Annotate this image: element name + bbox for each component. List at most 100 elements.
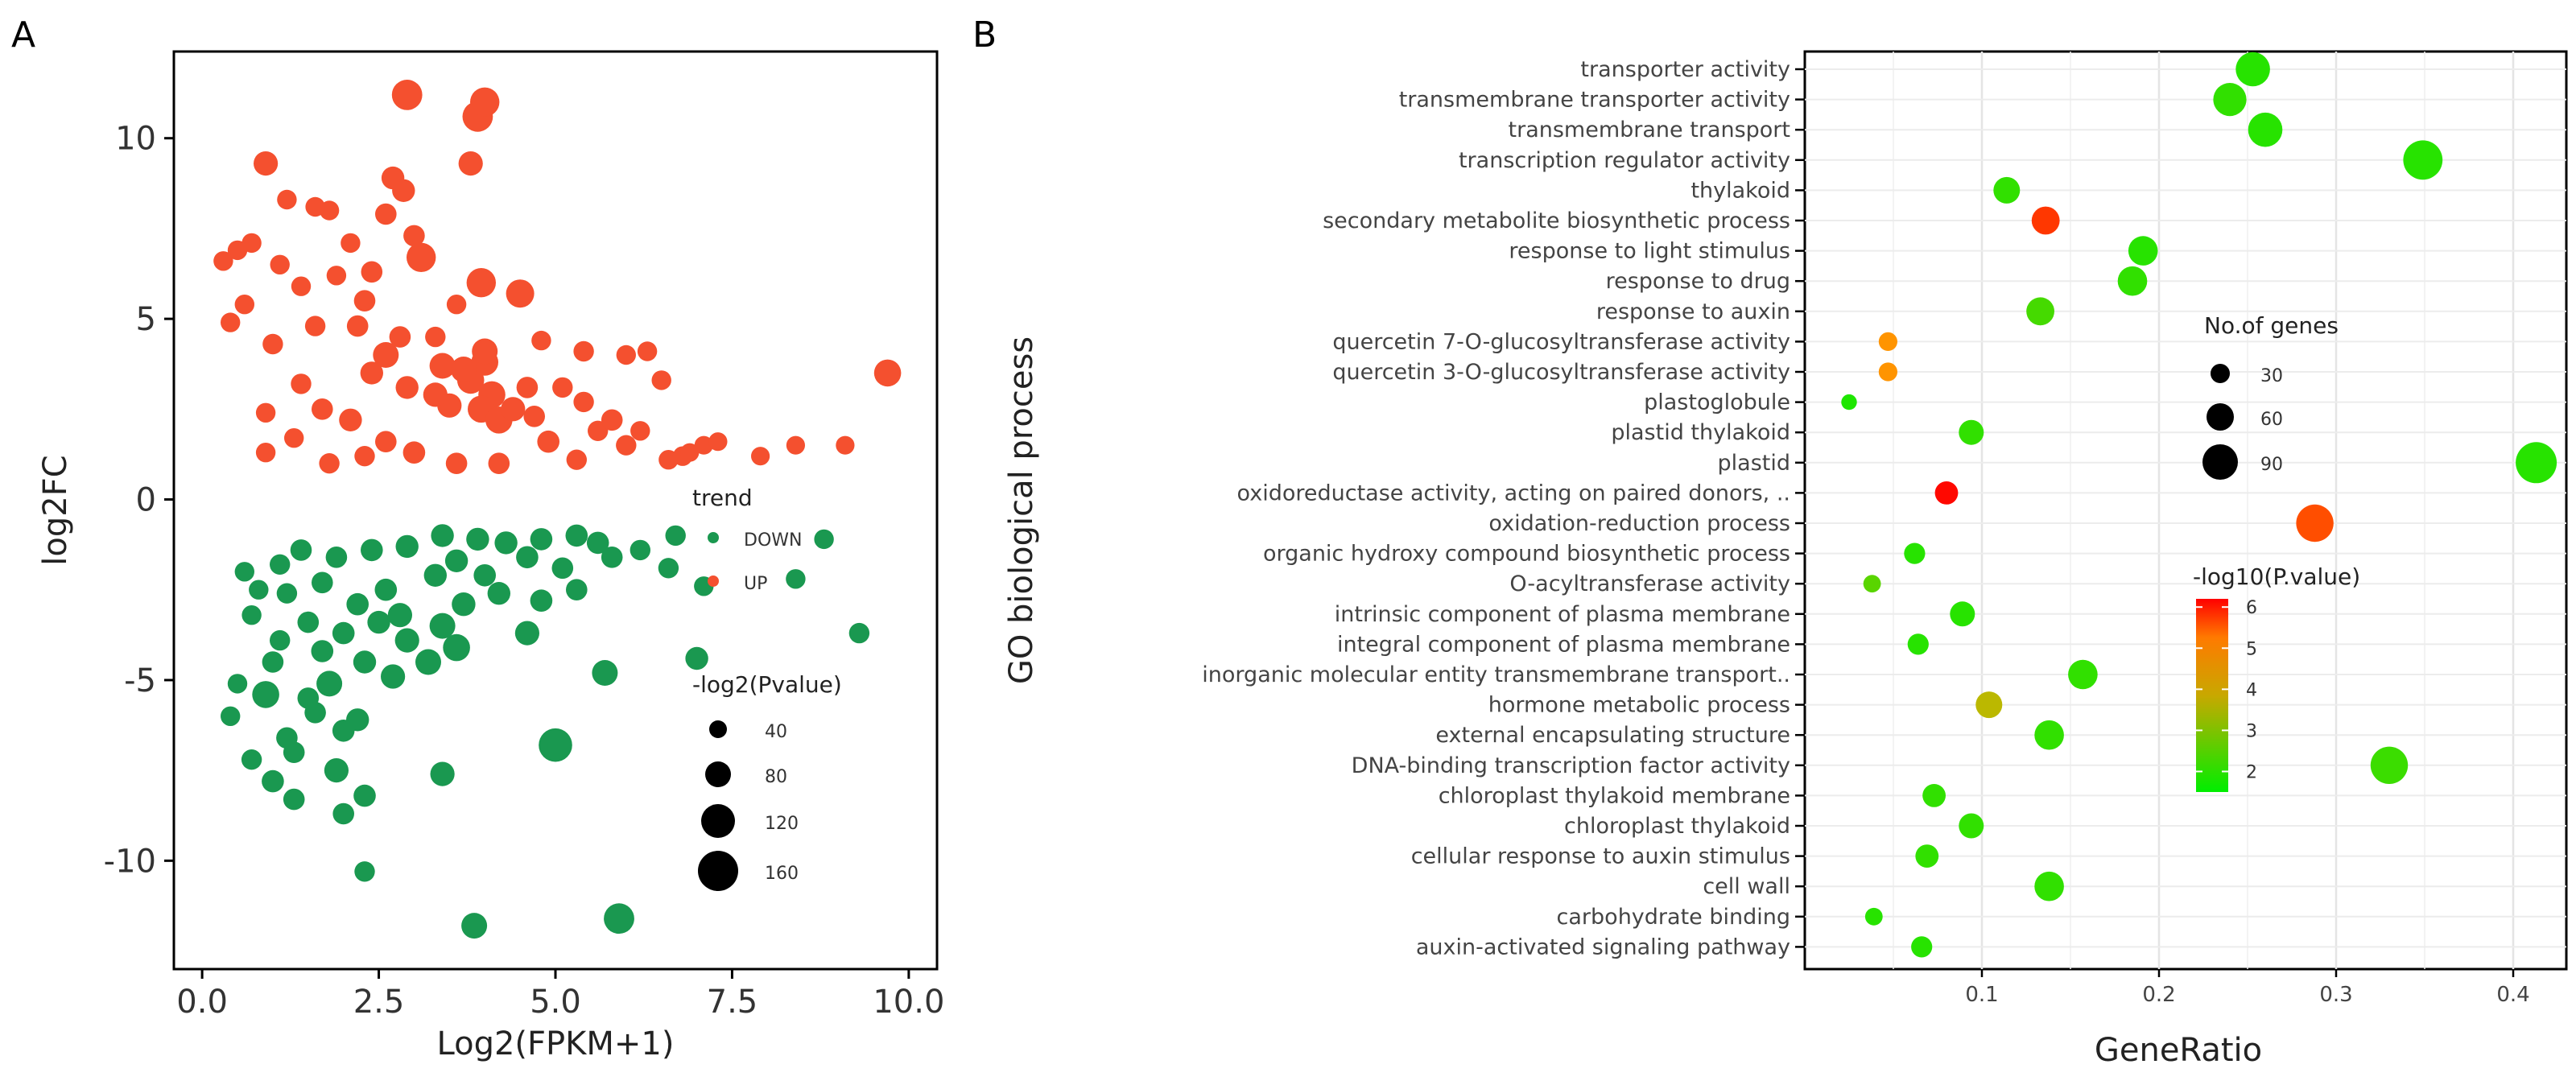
legend-pvalue-ticks: 2 3 4 5 6: [2196, 598, 2257, 782]
go-term-label: oxidation-reduction process: [1488, 511, 1790, 536]
legend-genes-dot-90: [2202, 444, 2238, 480]
go-term-point: [2516, 442, 2557, 484]
gene-point-up: [573, 340, 594, 362]
go-term-point: [2370, 746, 2409, 784]
go-term-point: [2235, 52, 2270, 87]
gene-point-down: [361, 538, 383, 562]
legend-size-dot-80: [705, 761, 731, 787]
gene-point-down: [276, 583, 298, 604]
legend-genes-label-60: 60: [2260, 410, 2283, 430]
legend-genes-label-90: 90: [2260, 455, 2283, 475]
go-term-point: [1915, 844, 1939, 868]
gene-point-down: [242, 605, 262, 625]
panel-a-scatter: 0.0 2.5 5.0 7.5 10.0 -10 -5 0 5 10 Log2(FPKM+1) l…: [37, 50, 944, 1062]
gene-point-up: [429, 353, 456, 379]
gene-point-up: [304, 316, 326, 336]
gene-point-down: [387, 603, 412, 628]
gene-point-up: [537, 430, 559, 453]
gene-point-down: [423, 563, 447, 587]
go-term-point: [2403, 140, 2443, 180]
go-term-point: [1863, 575, 1881, 593]
legend-trend-up-label: UP: [744, 574, 767, 594]
gene-point-up: [360, 361, 383, 385]
legend-size-dot-40: [709, 720, 727, 738]
gene-point-down: [394, 628, 419, 653]
go-term-label: transmembrane transporter activity: [1399, 88, 1790, 113]
panel-a-x-tick-label: 2.5: [353, 984, 405, 1021]
colorbar-tick-label: 2: [2246, 762, 2257, 782]
gene-point-down: [430, 761, 455, 786]
go-term-label: organic hydroxy compound biosynthetic pr…: [1263, 542, 1790, 567]
panel-a-x-tick-label: 0.0: [176, 984, 228, 1021]
colorbar-tick-label: 3: [2246, 721, 2257, 741]
go-term-point: [2026, 297, 2055, 326]
legend-size-label-40: 40: [765, 722, 787, 742]
gene-point-down: [566, 579, 588, 600]
go-term-label: secondary metabolite biosynthetic proces…: [1323, 208, 1790, 233]
gene-point-down: [848, 622, 870, 644]
legend-size-label-80: 80: [765, 767, 787, 787]
gene-point-down: [262, 651, 284, 673]
gene-point-down: [316, 670, 343, 697]
go-term-label: chloroplast thylakoid membrane: [1439, 783, 1790, 808]
gene-point-down: [685, 646, 708, 670]
go-term-label: auxin-activated signaling pathway: [1416, 934, 1790, 959]
panel-b-plot-area: [1803, 50, 2568, 971]
gene-point-down: [283, 741, 305, 763]
gene-point-up: [326, 266, 347, 286]
gene-point-up: [616, 435, 637, 456]
gene-point-up: [786, 435, 806, 455]
panel-a-y-tick-label: -10: [104, 843, 156, 880]
go-term-label: chloroplast thylakoid: [1564, 814, 1790, 839]
gene-point-up: [523, 406, 545, 427]
go-term-label: cell wall: [1703, 874, 1790, 899]
gene-point-up: [234, 295, 254, 315]
gene-point-up: [445, 452, 468, 474]
gene-point-down: [539, 728, 572, 762]
panel-a-points: [213, 80, 902, 939]
gene-point-down: [332, 802, 355, 825]
gene-point-up: [291, 373, 312, 394]
gene-point-down: [592, 660, 618, 686]
gene-point-down: [586, 531, 609, 555]
gene-point-up: [637, 341, 658, 361]
legend-size-title: -log2(Pvalue): [692, 671, 842, 698]
gene-point-down: [516, 546, 539, 569]
go-term-label: plastid thylakoid: [1611, 420, 1790, 445]
gene-point-up: [466, 268, 496, 298]
gene-point-down: [270, 554, 291, 575]
gene-point-down: [312, 571, 333, 594]
gene-point-down: [262, 769, 284, 793]
panel-b-dotplot: transporter activity transmembrane transp…: [1003, 50, 2568, 1069]
go-term-point: [1841, 394, 1857, 410]
go-term-label: DNA-binding transcription factor activit…: [1352, 753, 1790, 778]
gene-point-up: [319, 453, 340, 474]
gene-point-down: [241, 749, 262, 770]
go-term-label: O-acyltransferase activity: [1509, 571, 1790, 596]
panel-label-a: A: [11, 14, 35, 56]
gene-point-up: [284, 428, 304, 448]
gene-point-down: [381, 664, 406, 689]
panel-a-y-tick-label: 5: [136, 301, 156, 338]
go-term-label: carbohydrate binding: [1557, 905, 1790, 930]
gene-point-up: [291, 276, 312, 296]
panel-a-x-tick-label: 10.0: [873, 984, 944, 1021]
gene-point-up: [403, 225, 425, 247]
panel-a-y-tick-label: -5: [124, 662, 156, 699]
go-term-point: [1911, 936, 1933, 958]
gene-point-up: [751, 447, 770, 466]
panel-a-legend-size: -log2(Pvalue) 40 80 120 160: [692, 671, 842, 891]
go-term-label: cellular response to auxin stimulus: [1411, 844, 1790, 869]
gene-point-down: [604, 903, 634, 934]
gene-point-up: [472, 338, 498, 365]
gene-point-up: [375, 203, 397, 225]
gene-point-up: [873, 359, 902, 387]
panel-b-points: [1841, 52, 2557, 958]
gene-point-up: [361, 261, 383, 283]
go-term-label: integral component of plasma membrane: [1337, 632, 1790, 657]
gene-point-down: [304, 702, 326, 724]
gene-point-down: [353, 650, 377, 674]
legend-trend-down-label: DOWN: [744, 530, 802, 551]
panel-b-x-tick-label: 0.3: [2319, 983, 2352, 1007]
